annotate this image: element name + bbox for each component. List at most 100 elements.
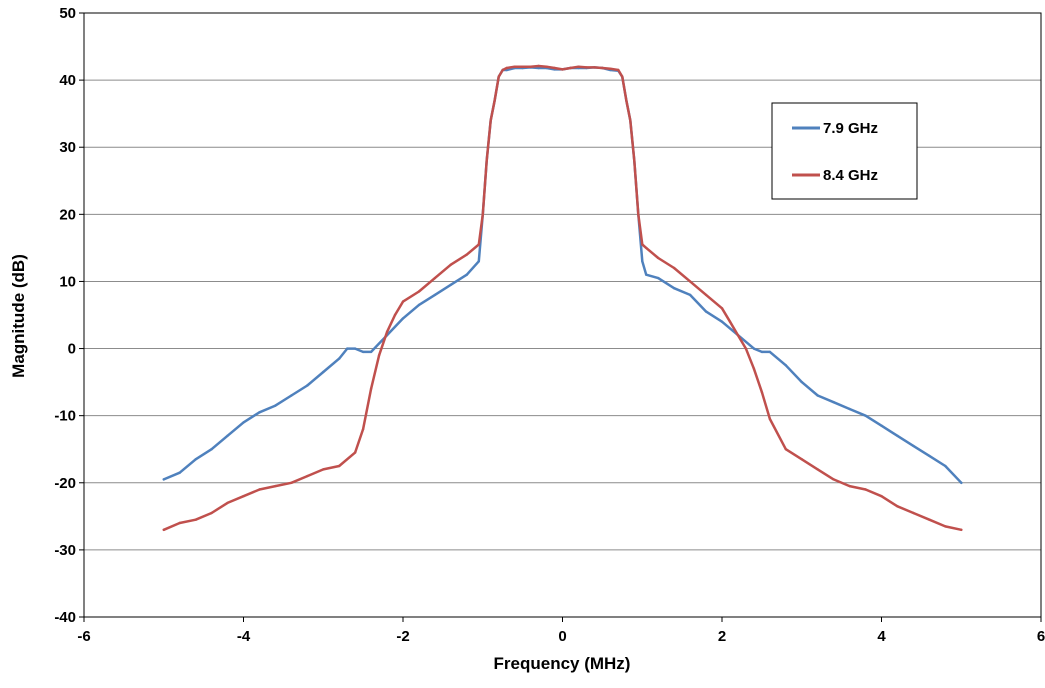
series-0-point — [178, 471, 181, 474]
legend: 7.9 GHz 8.4 GHz — [771, 102, 918, 200]
series-1-point — [561, 68, 564, 71]
y-tick-label: -30 — [54, 542, 76, 559]
series-0-point — [353, 347, 357, 350]
series-0-point — [338, 357, 341, 360]
series-1-point — [477, 243, 480, 246]
series-0-point — [226, 434, 229, 437]
series-1-point — [629, 119, 632, 122]
y-tick-label: 40 — [59, 72, 76, 89]
data-series — [162, 64, 963, 532]
series-1-point — [162, 528, 165, 531]
series-1-point — [290, 481, 293, 484]
series-1-point — [720, 307, 724, 310]
series-1-point — [353, 451, 357, 454]
y-tick-label: 20 — [59, 206, 76, 223]
series-0-point — [258, 411, 261, 414]
legend-box — [771, 102, 918, 200]
x-tick-label: -6 — [77, 628, 90, 645]
x-tick-label: 4 — [877, 628, 886, 645]
series-0-point — [784, 364, 787, 367]
series-1-point — [736, 333, 740, 337]
series-0-point — [306, 384, 309, 387]
series-1-point — [210, 511, 213, 515]
y-axis-title: Magnitude (dB) — [9, 254, 28, 378]
series-0-point — [290, 394, 293, 397]
series-1-point — [513, 65, 516, 68]
series-1-point — [242, 495, 245, 498]
series-0-point — [768, 350, 772, 354]
y-tick-label: 30 — [59, 139, 76, 156]
series-1-point — [728, 320, 732, 323]
series-1-point — [912, 511, 915, 515]
series-1-point — [529, 65, 532, 68]
series-1-point — [625, 99, 628, 102]
series-1-point — [637, 213, 640, 216]
y-tick-label: -40 — [54, 609, 76, 626]
series-1-point — [489, 119, 492, 122]
series-0-point — [641, 260, 644, 263]
series-0-point — [417, 303, 421, 307]
series-1-point — [385, 330, 389, 333]
series-0-point — [896, 434, 899, 437]
series-0-point — [704, 310, 708, 313]
series-0-point — [369, 350, 373, 354]
series-1-point — [274, 484, 277, 488]
legend-label-8-4-ghz: 8.4 GHz — [823, 167, 878, 184]
series-0-point — [864, 414, 867, 417]
series-0-point — [760, 350, 764, 354]
series-1-point — [226, 501, 229, 505]
series-1-point — [752, 367, 756, 370]
series-1-point — [178, 521, 181, 525]
series-1-point — [577, 65, 580, 68]
series-1-point — [617, 68, 620, 72]
y-tick-label: -20 — [54, 475, 76, 492]
x-tick-label: 2 — [718, 628, 726, 645]
x-tick-label: 6 — [1037, 628, 1045, 645]
series-1-point — [493, 99, 496, 102]
series-0-point — [880, 424, 883, 427]
series-1-point — [633, 159, 636, 162]
series-0-point — [720, 320, 724, 323]
series-1-point — [485, 159, 488, 162]
series-1-point — [816, 468, 819, 471]
series-1-point — [657, 256, 660, 260]
x-tick-label: -4 — [237, 628, 251, 645]
series-1-point — [505, 66, 508, 70]
series-0-point — [672, 287, 676, 290]
series-0-point — [194, 458, 197, 461]
series-1-point — [704, 293, 708, 297]
series-1-point — [258, 488, 261, 491]
series-0-point — [960, 481, 963, 484]
series-1-point — [744, 347, 748, 350]
series-1-point — [537, 64, 540, 68]
series-1-point — [848, 484, 851, 488]
series-0-point — [274, 404, 277, 407]
series-1-point — [672, 266, 676, 270]
series-1-point — [338, 464, 341, 468]
series-0-point — [477, 260, 480, 263]
series-1-point — [960, 528, 963, 531]
series-0-point — [465, 273, 468, 276]
series-1-point — [645, 246, 648, 250]
series-1-point — [521, 65, 524, 68]
series-1-point — [760, 391, 764, 394]
series-0-point — [912, 444, 915, 448]
series-0-point — [361, 350, 365, 354]
series-1-point — [545, 65, 548, 68]
series-1-point — [768, 417, 772, 421]
x-tick-label: -2 — [396, 628, 409, 645]
series-0-point — [848, 407, 851, 411]
series-0-point — [322, 370, 325, 374]
series-1-point — [194, 518, 197, 521]
series-0-point — [928, 454, 931, 458]
series-1-point — [784, 448, 787, 451]
series-1-point — [880, 495, 883, 498]
y-tick-label: 50 — [59, 5, 76, 22]
series-1-point — [481, 213, 484, 216]
series-1-point — [306, 474, 309, 478]
series-0-point — [433, 293, 437, 297]
series-1-point — [609, 67, 612, 70]
series-1-point — [896, 505, 899, 508]
series-1-point — [497, 75, 500, 79]
